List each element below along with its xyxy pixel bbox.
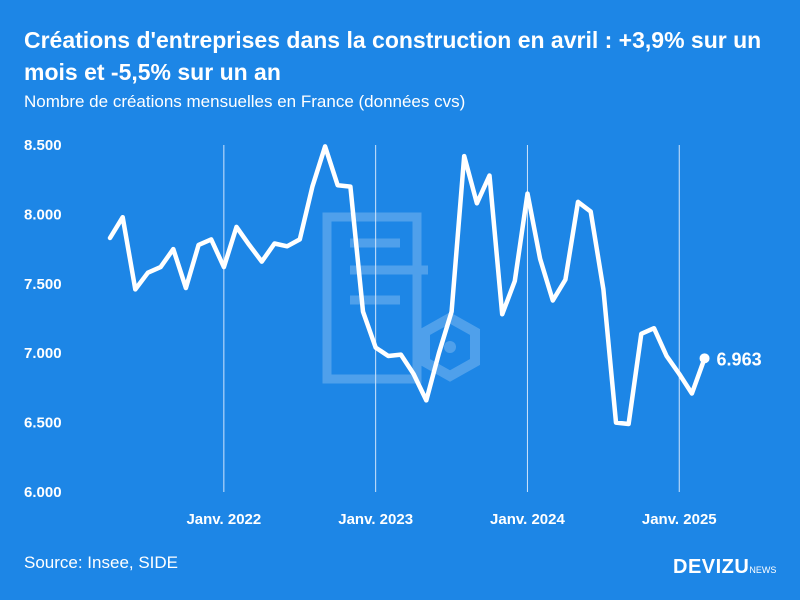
- x-tick-label: Janv. 2024: [490, 511, 565, 528]
- chart-subtitle: Nombre de créations mensuelles en France…: [24, 92, 466, 111]
- x-tick-label: Janv. 2025: [642, 511, 717, 528]
- source-note: Source: Insee, SIDE: [24, 553, 179, 572]
- logo-news-text: NEWS: [749, 565, 777, 575]
- y-tick-label: 8.000: [24, 206, 62, 223]
- chart-title: Créations d'entreprises dans la construc…: [24, 27, 762, 85]
- y-tick-label: 8.500: [24, 137, 62, 154]
- series-line: [107, 144, 707, 427]
- last-value-label: 6.963: [717, 349, 762, 369]
- y-tick-label: 7.000: [24, 345, 62, 362]
- y-tick-label: 7.500: [24, 276, 62, 293]
- x-tick-label: Janv. 2023: [338, 511, 413, 528]
- last-point-marker: [699, 353, 710, 364]
- y-tick-label: 6.000: [24, 484, 62, 501]
- logo-main-text: DEVIZU: [673, 556, 750, 578]
- x-tick-label: Janv. 2022: [186, 511, 261, 528]
- y-tick-label: 6.500: [24, 415, 62, 432]
- devizu-logo: DEVIZUNEWS: [673, 556, 776, 579]
- devizu-watermark-logo: [322, 212, 480, 384]
